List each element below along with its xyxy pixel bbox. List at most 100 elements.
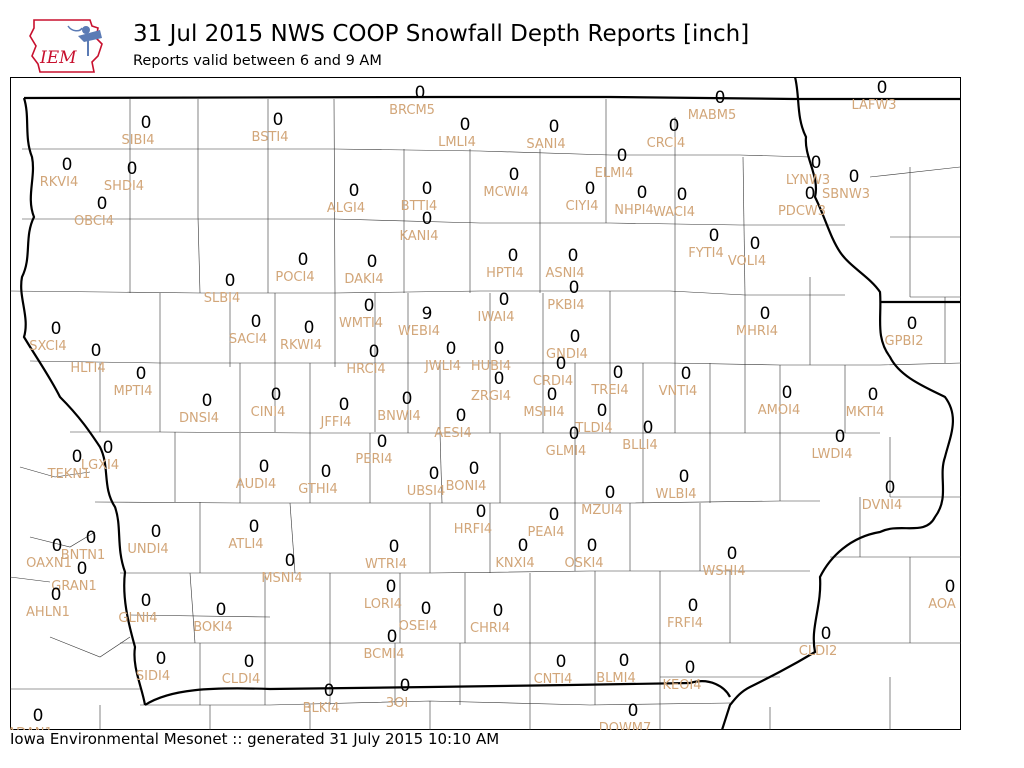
station-value: 0	[587, 536, 598, 556]
station-value: 0	[251, 312, 262, 332]
station-label: BTTI4	[401, 199, 438, 214]
station-value: 0	[369, 342, 380, 362]
station-label: BLLI4	[622, 438, 658, 453]
station-value: 0	[628, 701, 639, 721]
station-value: 9	[422, 304, 433, 324]
station-value: 0	[508, 246, 519, 266]
page-title: 31 Jul 2015 NWS COOP Snowfall Depth Repo…	[133, 21, 750, 47]
station-label: PERI4	[355, 452, 392, 467]
station-value: 0	[613, 363, 624, 383]
station-value: 0	[849, 167, 860, 187]
iem-logo: IEM	[29, 19, 103, 73]
station-value: 0	[760, 304, 771, 324]
station-label: ATLI4	[228, 537, 263, 552]
station-label: WMTI4	[339, 316, 383, 331]
station-value: 0	[324, 681, 335, 701]
station-label: BNWI4	[377, 409, 421, 424]
station-value: 0	[52, 536, 63, 556]
station-label: SLBI4	[204, 291, 241, 306]
station-label: VOLI4	[728, 254, 766, 269]
station-label: CINI4	[251, 405, 286, 420]
station-value: 0	[945, 577, 956, 597]
station-value: 0	[202, 391, 213, 411]
station-value: 0	[456, 406, 467, 426]
station-label: MKTI4	[846, 405, 885, 420]
station-label: LMLI4	[438, 135, 476, 150]
station-label: AOA	[928, 597, 956, 612]
station-value: 0	[569, 424, 580, 444]
station-value: 0	[400, 676, 411, 696]
station-label: SIBI4	[121, 133, 154, 148]
station-value: 0	[679, 467, 690, 487]
station-label: FYTI4	[688, 246, 723, 261]
station-value: 0	[86, 528, 97, 548]
station-label: VNTI4	[659, 384, 698, 399]
station-label: ADAN1	[10, 726, 53, 730]
station-value: 0	[782, 383, 793, 403]
station-label: MABM5	[688, 108, 737, 123]
station-label: JFFI4	[320, 415, 352, 430]
station-label: DNSI4	[179, 411, 219, 426]
station-label: LORI4	[364, 597, 402, 612]
station-value: 0	[469, 459, 480, 479]
station-value: 0	[421, 599, 432, 619]
station-label: CLDI2	[799, 644, 837, 659]
station-label: BSTI4	[252, 130, 289, 145]
station-value: 0	[637, 183, 648, 203]
station-label: SBNW3	[822, 187, 870, 202]
station-value: 0	[688, 596, 699, 616]
station-label: GTHI4	[298, 482, 337, 497]
station-value: 0	[77, 559, 88, 579]
station-label: ALGI4	[327, 201, 365, 216]
page-subtitle: Reports valid between 6 and 9 AM	[133, 53, 382, 69]
county-grid	[10, 98, 961, 730]
station-label: WSHI4	[703, 564, 746, 579]
station-label: WLBI4	[655, 487, 696, 502]
station-value: 0	[429, 464, 440, 484]
station-value: 0	[568, 246, 579, 266]
station-label: PKBI4	[547, 298, 584, 313]
state-boundaries	[20, 77, 961, 730]
snowfall-map: BRCM50LAFW30MABM50SIBI40BSTI40LMLI40SANI…	[10, 77, 961, 730]
station-label: 3OI	[386, 696, 408, 711]
station-value: 0	[91, 341, 102, 361]
station-label: SHDI4	[104, 179, 144, 194]
station-label: GRAN1	[51, 579, 96, 594]
station-value: 0	[422, 209, 433, 229]
station-value: 0	[271, 385, 282, 405]
station-label: RKVI4	[40, 175, 79, 190]
